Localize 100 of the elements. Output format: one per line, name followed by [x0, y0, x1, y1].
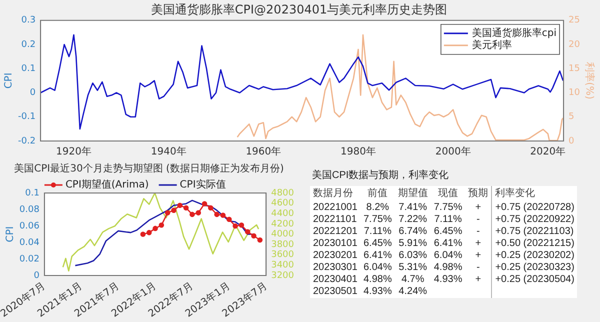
y2-tick-label: 5	[568, 112, 574, 122]
point	[238, 222, 244, 228]
chart-title: 美国CPI最近30个月走势与期望图 (数据日期修正为发布月份)	[14, 162, 284, 175]
point	[140, 232, 146, 237]
text: 7.75%	[364, 214, 392, 225]
text: 6.04%	[364, 262, 392, 273]
text: 5.91%	[398, 238, 428, 249]
y2-tick-label: 4000	[271, 230, 294, 240]
text: 4.24%	[398, 286, 428, 297]
point	[257, 237, 263, 243]
text: +	[475, 202, 482, 213]
text: 6.04%	[434, 250, 462, 261]
point	[171, 208, 176, 213]
text: +0.25 (20230323)	[495, 262, 574, 273]
x-tick-label: 1960年	[246, 146, 282, 158]
text: +0.75 (20221103)	[495, 226, 574, 237]
text: +	[475, 238, 482, 249]
point	[158, 222, 164, 228]
point	[214, 212, 220, 218]
x-tick-label: 1980年	[340, 146, 376, 158]
x-tick-label: 2000年	[435, 146, 471, 158]
category-label: 现值	[437, 187, 460, 201]
text: +0.25 (20230202)	[495, 250, 574, 261]
text: 20230401	[313, 274, 358, 285]
y2-tick-label: 20	[568, 40, 580, 50]
text: 6.45%	[364, 238, 392, 249]
text: -	[476, 262, 480, 273]
y2-tick-label: 15	[568, 64, 580, 74]
text: 4.98%	[364, 274, 392, 285]
y2-tick-label: 4200	[271, 219, 294, 230]
point	[146, 230, 152, 236]
y-tick-label: 0	[34, 270, 40, 281]
point	[202, 201, 208, 206]
point	[244, 229, 250, 234]
text: 20221101	[313, 214, 357, 225]
point	[190, 212, 195, 218]
y2-tick-label: 4600	[271, 198, 294, 209]
y-tick-label: 0.08	[19, 204, 40, 215]
text: +0.25 (20230504)	[495, 274, 574, 285]
text: 20230201	[313, 250, 358, 261]
y2-tick-label: 0	[568, 136, 575, 146]
point	[232, 223, 238, 229]
legend-label: 美元利率	[472, 38, 512, 51]
category-label: 数据月份	[312, 187, 354, 201]
point	[208, 205, 214, 210]
text: 4.98%	[434, 262, 462, 273]
text: 7.11%	[364, 226, 392, 237]
point	[183, 205, 189, 210]
text: 6.41%	[364, 250, 392, 261]
category-label: 前值	[366, 187, 389, 201]
y-tick-label: -0.2	[18, 136, 36, 146]
y-tick-label: 0.1	[21, 64, 36, 74]
text: 6.74%	[398, 226, 428, 237]
text: 7.75%	[434, 202, 462, 213]
text: +0.75 (20220922)	[495, 214, 574, 225]
y-axis-title: CPI	[4, 72, 15, 89]
point	[251, 233, 256, 239]
text: 6.03%	[398, 250, 428, 261]
x-tick-label: 1940年	[150, 146, 186, 158]
y2-tick-label: 3800	[271, 240, 294, 250]
y2-tick-label: 3600	[271, 250, 294, 260]
point	[177, 202, 183, 208]
text: 7.11%	[434, 214, 462, 225]
text: 5.31%	[398, 262, 428, 273]
text: 4.93%	[434, 274, 462, 285]
point	[196, 210, 202, 216]
point	[164, 210, 170, 216]
text: 4.93%	[364, 286, 392, 297]
y-tick-label: 0.04	[19, 238, 40, 248]
x-tick-label: 1920年	[56, 146, 92, 158]
text: 7.22%	[398, 214, 428, 225]
category-label: 期望值	[396, 186, 429, 201]
text: 6.41%	[434, 238, 462, 249]
text: 7.41%	[398, 202, 428, 213]
point	[220, 212, 226, 218]
point	[152, 226, 158, 232]
text: 20230101	[313, 238, 358, 249]
text: +	[475, 250, 482, 261]
y2-tick-label: 3400	[271, 260, 294, 270]
y-tick-label: 0.02	[19, 254, 40, 264]
y-axis-title: CPI	[4, 226, 16, 242]
text: -	[476, 214, 480, 225]
text: 20230501	[313, 286, 358, 297]
text: 6.45%	[434, 226, 462, 237]
text: 4.7%	[401, 274, 424, 285]
y2-tick-label: 4400	[271, 208, 294, 219]
y-tick-label: 0.3	[21, 16, 36, 26]
text: 20221201	[313, 226, 358, 237]
text: -	[476, 226, 480, 237]
text: +	[475, 274, 482, 285]
text: 美国CPI数据与预期，利率变化	[312, 168, 450, 182]
point	[226, 216, 232, 222]
category-label: 预期	[467, 186, 490, 201]
legend-label: CPI实际值	[180, 178, 226, 191]
y2-tick-label: 10	[568, 88, 580, 98]
y2-tick-label: 4800	[271, 188, 294, 198]
y-tick-label: 0.2	[21, 40, 36, 50]
y2-axis-title: 利率(%)	[583, 62, 596, 100]
y2-tick-label: 3200	[271, 270, 294, 281]
text: +0.50 (20221215)	[495, 238, 574, 249]
